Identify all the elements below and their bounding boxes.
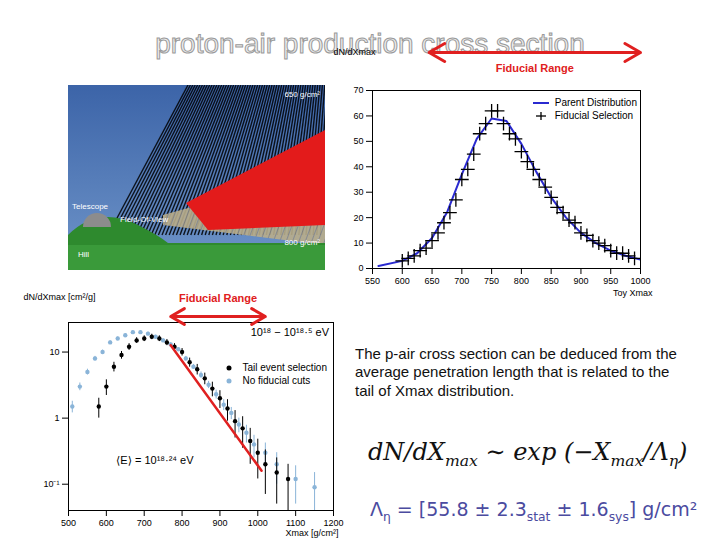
svg-text:Fiducial Range: Fiducial Range [496, 62, 574, 74]
svg-text:Telescope: Telescope [72, 202, 109, 211]
svg-text:1000: 1000 [248, 518, 268, 528]
svg-text:900: 900 [573, 276, 588, 286]
svg-text:650: 650 [425, 276, 440, 286]
svg-text:10: 10 [353, 238, 363, 248]
svg-text:Xmax [g/cm²]: Xmax [g/cm²] [285, 528, 338, 538]
svg-text:10: 10 [49, 347, 59, 357]
svg-text:20: 20 [353, 213, 363, 223]
svg-text:70: 70 [353, 85, 363, 95]
svg-text:900: 900 [212, 518, 227, 528]
svg-text:600: 600 [99, 518, 114, 528]
svg-text:1000: 1000 [630, 276, 650, 286]
svg-text:dN/dXmax: dN/dXmax [334, 47, 377, 57]
svg-text:Hill: Hill [78, 250, 89, 259]
svg-text:Fiducial Range: Fiducial Range [179, 292, 257, 304]
svg-text:Field-Of-View: Field-Of-View [120, 215, 169, 224]
svg-text:950: 950 [603, 276, 618, 286]
svg-text:1: 1 [54, 413, 59, 423]
svg-text:650 g/cm²: 650 g/cm² [284, 90, 320, 99]
svg-text:1100: 1100 [286, 518, 305, 528]
svg-text:0: 0 [358, 263, 363, 273]
svg-text:750: 750 [484, 276, 499, 286]
svg-text:800 g/cm²: 800 g/cm² [284, 238, 320, 247]
svg-text:50: 50 [353, 136, 363, 146]
svg-text:60: 60 [353, 111, 363, 121]
svg-text:500: 500 [61, 518, 76, 528]
svg-text:40: 40 [353, 162, 363, 172]
svg-text:dN/dXmax [cm²/g]: dN/dXmax [cm²/g] [24, 292, 96, 302]
svg-text:30: 30 [353, 187, 363, 197]
svg-text:800: 800 [514, 276, 529, 286]
svg-text:550: 550 [365, 276, 380, 286]
svg-text:700: 700 [137, 518, 152, 528]
svg-text:Toy Xmax: Toy Xmax [613, 288, 653, 298]
svg-text:850: 850 [544, 276, 559, 286]
svg-text:700: 700 [454, 276, 469, 286]
svg-text:600: 600 [395, 276, 410, 286]
svg-text:800: 800 [175, 518, 190, 528]
svg-text:10⁻¹: 10⁻¹ [43, 479, 59, 489]
svg-text:1200: 1200 [323, 518, 343, 528]
